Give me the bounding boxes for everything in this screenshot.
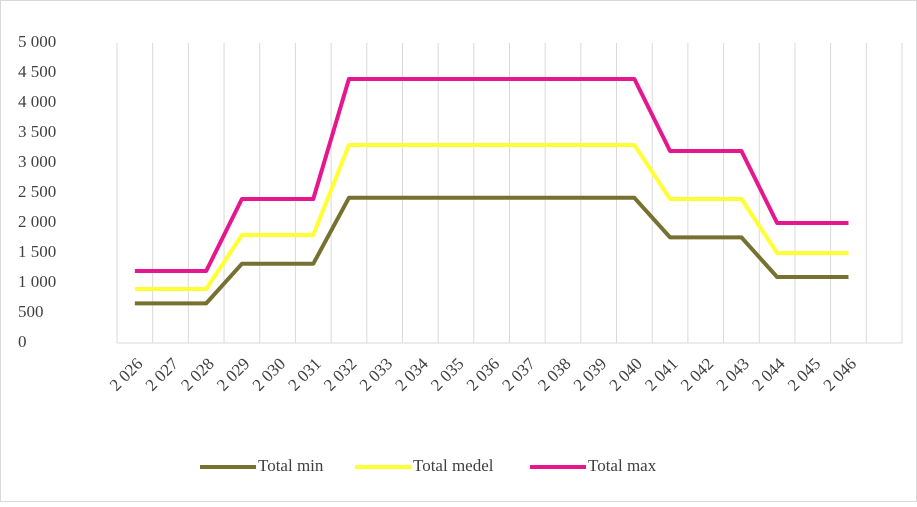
y-tick-label: 1 000 <box>18 272 56 291</box>
y-tick-label: 500 <box>18 302 44 321</box>
y-tick-label: 4 000 <box>18 92 56 111</box>
y-tick-label: 4 500 <box>18 62 56 81</box>
legend-label: Total medel <box>413 456 494 475</box>
y-tick-label: 0 <box>18 332 27 351</box>
legend-label: Total max <box>588 456 657 475</box>
y-tick-label: 3 000 <box>18 152 56 171</box>
y-tick-label: 2 500 <box>18 182 56 201</box>
y-tick-label: 5 000 <box>18 32 56 51</box>
series-line <box>134 195 849 306</box>
legend-label: Total min <box>258 456 324 475</box>
y-tick-label: 1 500 <box>18 242 56 261</box>
series-line <box>134 77 849 273</box>
y-tick-label: 2 000 <box>18 212 56 231</box>
y-tick-label: 3 500 <box>18 122 56 141</box>
series-line <box>134 143 849 291</box>
